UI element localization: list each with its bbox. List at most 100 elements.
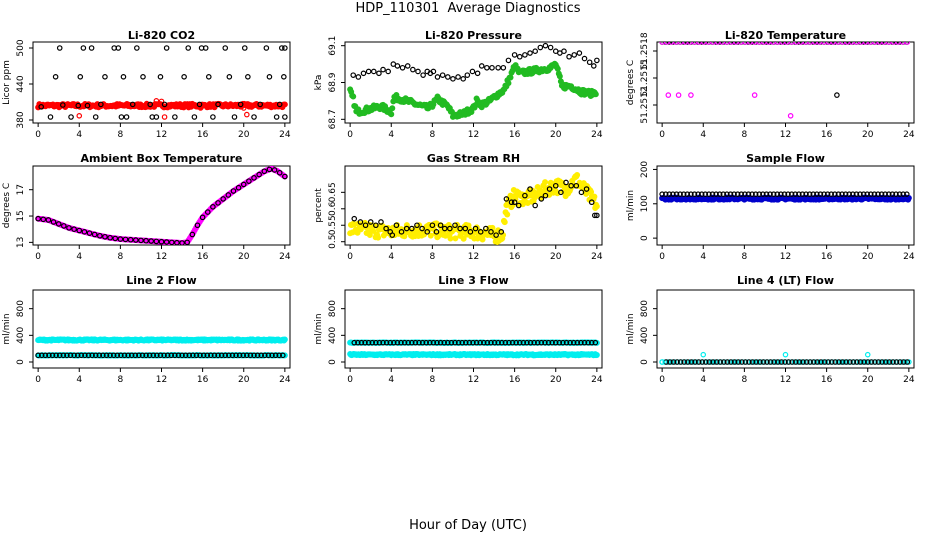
chart-panel-1: Li-820 CO2 0 4 8 12 16 20 24 380 440 500 Licor ppm xyxy=(2,29,291,140)
data-point xyxy=(713,191,719,197)
data-point xyxy=(84,102,91,109)
data-point xyxy=(522,192,528,199)
y-tick-label: 15 xyxy=(16,210,26,221)
data-point xyxy=(190,352,196,359)
data-point xyxy=(77,74,84,80)
data-point xyxy=(208,352,214,359)
data-point xyxy=(82,352,88,359)
x-tick-label: 20 xyxy=(862,375,874,385)
y-tick-label: 400 xyxy=(640,326,650,343)
data-point xyxy=(434,339,440,346)
y-tick-label: 0.5 xyxy=(328,235,338,249)
data-point xyxy=(251,114,257,120)
plot-area xyxy=(35,45,288,120)
data-point xyxy=(839,42,846,45)
x-tick-label: 12 xyxy=(780,252,791,262)
data-point xyxy=(742,359,749,365)
data-point xyxy=(225,192,232,198)
panel-title: Ambient Box Temperature xyxy=(81,152,243,165)
data-point xyxy=(760,359,767,365)
data-point xyxy=(240,352,247,359)
data-point xyxy=(157,352,164,359)
data-point xyxy=(520,339,527,346)
data-point xyxy=(850,359,857,365)
data-point xyxy=(588,339,595,346)
data-point xyxy=(179,240,185,245)
data-point xyxy=(895,42,901,45)
data-point xyxy=(810,359,817,365)
data-point xyxy=(427,232,434,239)
plot-frame xyxy=(656,41,915,124)
data-point xyxy=(857,359,864,365)
data-point xyxy=(724,359,731,365)
data-point xyxy=(583,186,590,192)
data-point xyxy=(842,191,849,197)
data-point xyxy=(558,189,564,196)
data-point xyxy=(164,352,171,359)
y-tick-label: 13 xyxy=(16,237,26,248)
data-point xyxy=(398,229,405,235)
data-point xyxy=(784,42,790,45)
data-point xyxy=(403,225,410,232)
data-point xyxy=(370,68,377,75)
data-point xyxy=(107,234,113,241)
data-point xyxy=(508,199,515,206)
data-point xyxy=(218,352,225,359)
data-point xyxy=(659,359,665,365)
data-point xyxy=(785,191,791,197)
data-point xyxy=(491,339,498,346)
data-point xyxy=(816,42,823,45)
data-point xyxy=(102,74,108,80)
data-point xyxy=(821,359,828,365)
data-series xyxy=(35,100,288,111)
data-point xyxy=(410,66,416,73)
data-point xyxy=(477,339,483,346)
data-point xyxy=(257,101,263,108)
data-point xyxy=(161,101,168,108)
data-point xyxy=(240,181,247,188)
data-point xyxy=(594,212,600,219)
plot-area xyxy=(347,171,600,245)
data-point xyxy=(893,191,899,197)
data-point xyxy=(554,65,561,72)
y-tick-label: 0 xyxy=(16,359,26,365)
data-point xyxy=(393,222,400,229)
data-point xyxy=(204,209,211,215)
data-point xyxy=(441,225,448,232)
data-point xyxy=(853,191,860,197)
data-point xyxy=(455,74,461,80)
data-point xyxy=(760,191,766,197)
data-point xyxy=(527,186,533,192)
data-point xyxy=(133,237,139,243)
data-point xyxy=(731,42,737,45)
data-point xyxy=(899,42,906,45)
x-tick-label: 20 xyxy=(238,252,250,262)
y-tick-label: 0.55 xyxy=(328,215,338,235)
data-point xyxy=(78,352,85,359)
data-point xyxy=(745,191,752,197)
y-axis-label: degrees C xyxy=(2,183,12,228)
data-point xyxy=(684,191,691,197)
data-point xyxy=(705,42,712,45)
data-point xyxy=(269,352,275,359)
x-tick-label: 16 xyxy=(197,252,209,262)
data-point xyxy=(273,114,280,120)
data-point xyxy=(92,114,99,120)
x-tick-label: 12 xyxy=(780,375,791,385)
data-point xyxy=(574,339,581,346)
data-point xyxy=(585,339,591,346)
x-tick-label: 20 xyxy=(862,130,874,140)
data-point xyxy=(388,111,395,118)
data-point xyxy=(464,72,471,78)
data-point xyxy=(488,229,494,235)
data-point xyxy=(802,42,809,45)
x-tick-label: 12 xyxy=(468,375,479,385)
data-point xyxy=(681,359,688,365)
y-axis-label: Licor ppm xyxy=(2,60,12,105)
data-point xyxy=(112,235,119,242)
x-tick-label: 0 xyxy=(347,252,353,262)
data-point xyxy=(412,339,419,346)
data-point xyxy=(719,42,726,45)
data-point xyxy=(244,352,250,359)
data-point xyxy=(86,230,93,236)
